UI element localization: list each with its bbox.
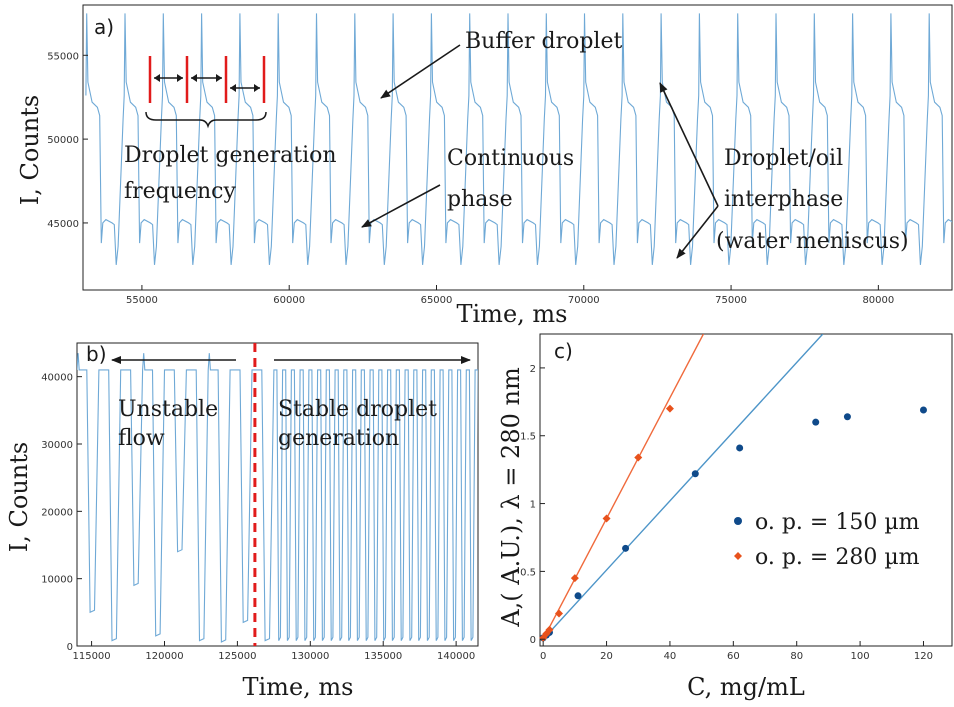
- panel-b-xtick-label: 120000: [145, 651, 183, 662]
- annotation-buffer-droplet: Buffer droplet: [465, 29, 622, 54]
- annotation-continuous-line2: phase: [447, 187, 513, 212]
- point-280: [602, 514, 611, 523]
- panel-b-xlabel: Time, ms: [243, 673, 354, 701]
- annotation-freq-line2: frequency: [124, 179, 236, 204]
- panel-b-ytick-label: 10000: [41, 575, 73, 586]
- panel-c: 0 20 40 60 80 100 120 0 0.5 1 1.5 2 c) C, mg/mL A,(…: [497, 333, 953, 701]
- buffer-arrow: [380, 44, 461, 99]
- point-150: [843, 413, 851, 421]
- annotation-stable-line2: generation: [278, 426, 399, 451]
- point-150: [574, 592, 582, 600]
- panel-a-trace-group: [85, 13, 952, 265]
- panel-b-ytick-label: 30000: [41, 440, 73, 451]
- point-280: [665, 404, 674, 413]
- annotation-interphase-line2: interphase: [724, 187, 843, 212]
- panel-a: 55000 60000 65000 70000 75000 80000 45000 50000…: [16, 4, 953, 328]
- annotation-interphase-line3: (water meniscus): [716, 229, 909, 254]
- panel-c-ytick-label: 1.5: [520, 432, 536, 443]
- point-280: [634, 453, 643, 462]
- panel-c-ytick-label: 1: [530, 500, 536, 511]
- fit-line-150: [542, 334, 824, 640]
- interphase-arrow-up: [659, 82, 719, 207]
- legend-marker-280: [734, 552, 742, 560]
- annotation-freq-line1: Droplet generation: [124, 143, 337, 168]
- panel-a-label: a): [94, 15, 114, 39]
- panel-c-ytick-label: 2: [530, 364, 536, 375]
- panel-c-xtick-label: 120: [914, 651, 933, 662]
- fit-line-280: [542, 334, 705, 640]
- freq-brace: [145, 111, 267, 129]
- panel-b-trace: [77, 353, 478, 643]
- panel-b-ticks: 115000 120000 125000 130000 135000 140000 0 100…: [41, 373, 475, 662]
- panel-b-frame: [76, 342, 479, 647]
- panel-a-xtick-label: 60000: [273, 295, 305, 306]
- panel-b-ytick-label: 40000: [41, 373, 73, 384]
- panel-a-ticks: 55000 60000 65000 70000 75000 80000 45000 50000…: [47, 51, 894, 306]
- legend-marker-150: [734, 517, 742, 525]
- panel-c-label: c): [554, 339, 573, 363]
- panel-b-xtick-label: 135000: [364, 651, 402, 662]
- point-280: [570, 574, 579, 583]
- panel-c-fit-lines: [542, 334, 824, 640]
- panel-b-ytick-label: 20000: [41, 507, 73, 518]
- panel-c-ylabel: A,( A.U.), λ = 280 nm: [497, 367, 525, 628]
- panel-b-xtick-label: 130000: [291, 651, 329, 662]
- panel-a-ylabel: I, Counts: [16, 95, 44, 205]
- freq-span-1-heads: [154, 74, 183, 82]
- point-150: [812, 418, 820, 426]
- interphase-arrow-down: [676, 205, 719, 259]
- panel-c-xtick-label: 100: [851, 651, 870, 662]
- annotation-interphase-line1: Droplet/oil: [724, 146, 843, 171]
- panel-a-xtick-label: 80000: [862, 295, 894, 306]
- panel-b: 115000 120000 125000 130000 135000 140000 0 100…: [5, 342, 479, 701]
- point-150: [736, 444, 744, 452]
- legend-label-150: o. p. = 150 µm: [755, 510, 920, 535]
- panel-c-points: [539, 404, 927, 642]
- panel-b-trace-group: [77, 353, 478, 643]
- panel-b-xtick-label: 140000: [437, 651, 475, 662]
- panel-a-xtick-label: 65000: [421, 295, 453, 306]
- continuous-arrow: [361, 184, 441, 228]
- freq-span-3-heads: [230, 84, 260, 92]
- panel-c-xtick-label: 0: [540, 651, 546, 662]
- panel-a-frame: [82, 4, 953, 291]
- panel-c-legend: o. p. = 150 µm o. p. = 280 µm: [734, 510, 920, 570]
- point-150: [691, 470, 699, 478]
- panel-a-ytick-label: 55000: [47, 51, 79, 62]
- panel-a-xlabel: Time, ms: [457, 300, 568, 328]
- panel-a-ytick-label: 45000: [47, 219, 79, 230]
- panel-c-ticks: 0 20 40 60 80 100 120 0 0.5 1 1.5 2: [520, 364, 933, 662]
- annotation-stable-line1: Stable droplet: [278, 397, 437, 422]
- panel-c-ytick-label: 0: [530, 635, 536, 646]
- panel-c-frame: [539, 333, 953, 647]
- point-150: [919, 406, 927, 414]
- panel-b-ylabel: I, Counts: [5, 442, 33, 552]
- annotation-unstable-line1: Unstable: [118, 397, 218, 422]
- point-280: [555, 609, 564, 618]
- point-150: [622, 544, 630, 552]
- panel-a-xtick-label: 75000: [715, 295, 747, 306]
- panel-a-ytick-label: 50000: [47, 135, 79, 146]
- panel-c-xtick-label: 20: [600, 651, 613, 662]
- legend-label-280: o. p. = 280 µm: [755, 545, 920, 570]
- panel-a-xtick-label: 55000: [126, 295, 158, 306]
- panel-c-xtick-label: 80: [790, 651, 803, 662]
- panel-c-xlabel: C, mg/mL: [687, 673, 805, 701]
- panel-a-xtick-label: 70000: [568, 295, 600, 306]
- panel-b-ytick-label: 0: [67, 642, 73, 653]
- panel-a-trace: [85, 13, 952, 265]
- annotation-unstable-line2: flow: [118, 426, 165, 451]
- panel-b-xtick-label: 125000: [218, 651, 256, 662]
- panel-c-ytick-label: 0.5: [520, 567, 536, 578]
- frequency-markers: [145, 56, 267, 129]
- panel-c-xtick-label: 40: [664, 651, 677, 662]
- point-280: [545, 625, 554, 634]
- panel-b-label: b): [86, 342, 107, 366]
- panel-c-xtick-label: 60: [727, 651, 740, 662]
- panel-b-xtick-label: 115000: [72, 651, 110, 662]
- annotation-continuous-line1: Continuous: [447, 146, 574, 171]
